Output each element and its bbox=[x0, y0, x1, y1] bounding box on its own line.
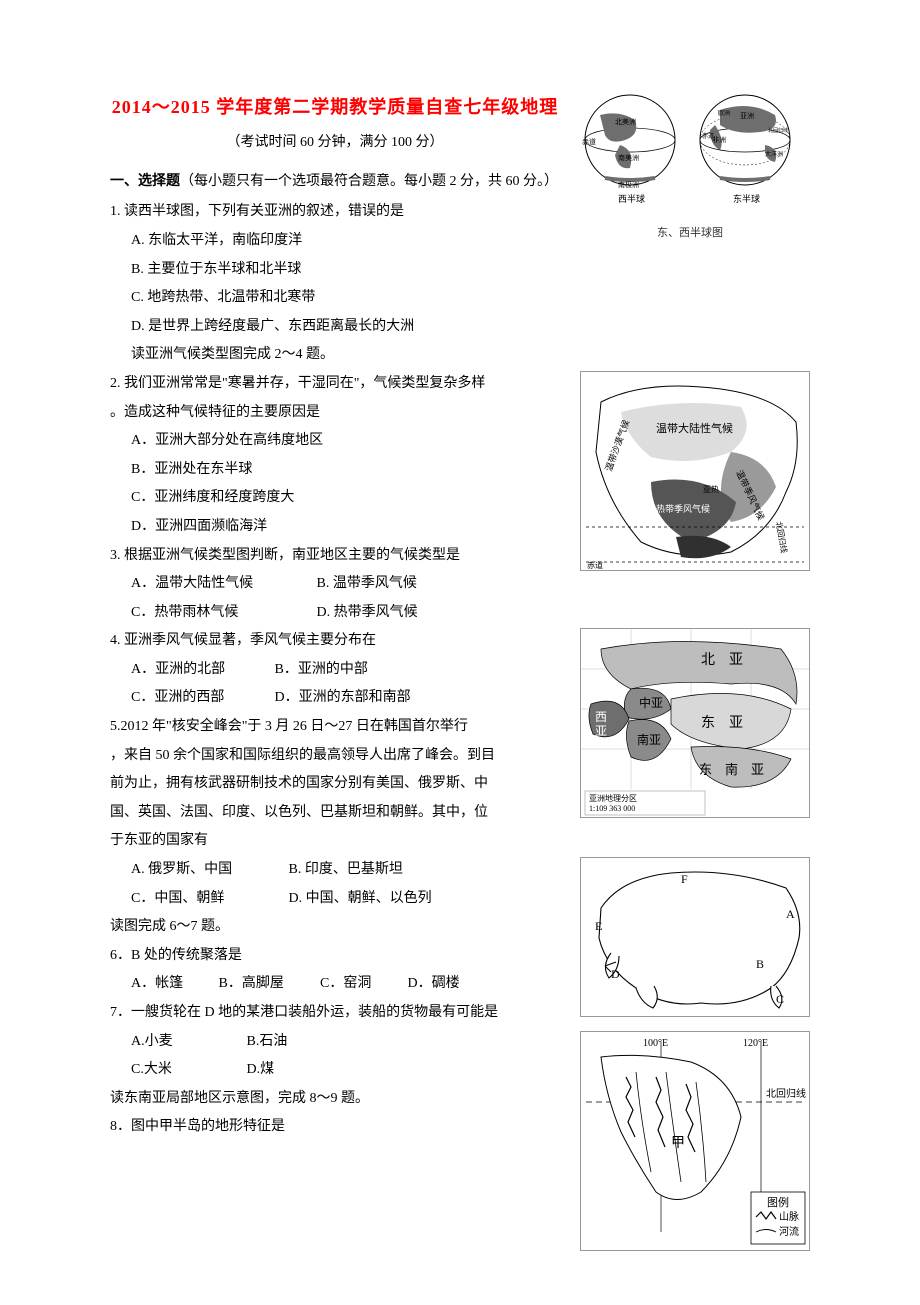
svg-text:非洲: 非洲 bbox=[712, 135, 726, 144]
q3-c: C．热带雨林气候 bbox=[131, 600, 313, 627]
svg-text:欧洲: 欧洲 bbox=[718, 109, 730, 117]
svg-text:北 亚: 北 亚 bbox=[701, 652, 743, 668]
q4-a: A．亚洲的北部 bbox=[131, 657, 271, 684]
figure-hemispheres: 北美洲 赤道 南美洲 南极洲 亚洲 欧洲 非洲 大洋洲 赤道 北回归线 西半球 … bbox=[570, 90, 810, 243]
svg-text:D: D bbox=[611, 967, 620, 981]
svg-text:北回归线: 北回归线 bbox=[766, 1087, 806, 1100]
q5-b: B. 印度、巴基斯坦 bbox=[289, 862, 403, 877]
q4-d: D．亚洲的东部和南部 bbox=[275, 690, 411, 705]
svg-text:山脉: 山脉 bbox=[779, 1210, 799, 1223]
svg-text:E: E bbox=[595, 919, 602, 933]
figure-asia-regions: 北 亚 中亚 西 亚 南亚 东 亚 东 南 亚 亚洲地理分区 1:109 363… bbox=[580, 628, 810, 818]
svg-text:南美洲: 南美洲 bbox=[618, 153, 639, 162]
q7-d: D.煤 bbox=[247, 1062, 275, 1077]
q3-b: B. 温带季风气候 bbox=[317, 576, 417, 591]
svg-text:亚洲: 亚洲 bbox=[740, 112, 754, 120]
q1-b: B. 主要位于东半球和北半球 bbox=[110, 257, 810, 284]
svg-text:F: F bbox=[681, 872, 688, 886]
svg-text:北回归线: 北回归线 bbox=[774, 521, 789, 554]
q6-d: D．碉楼 bbox=[408, 976, 460, 991]
svg-text:图例: 图例 bbox=[767, 1195, 789, 1209]
svg-text:1:109 363 000: 1:109 363 000 bbox=[589, 804, 635, 813]
svg-text:热带季风气候: 热带季风气候 bbox=[656, 503, 710, 514]
q6-b: B．高脚屋 bbox=[219, 971, 317, 998]
svg-text:100°E: 100°E bbox=[643, 1038, 668, 1049]
figure-asia-outline: A B C D E F bbox=[580, 857, 810, 1017]
q3-a: A．温带大陆性气候 bbox=[131, 571, 313, 598]
q7-c: C.大米 bbox=[131, 1057, 243, 1084]
q6-c: C．窑洞 bbox=[320, 971, 404, 998]
svg-text:东 亚: 东 亚 bbox=[701, 715, 743, 731]
svg-text:亚洲地理分区: 亚洲地理分区 bbox=[589, 793, 637, 803]
svg-text:东半球: 东半球 bbox=[733, 193, 760, 204]
q7-a: A.小麦 bbox=[131, 1029, 243, 1056]
svg-text:亚热: 亚热 bbox=[703, 484, 719, 494]
section-1-label: 一、选择题 bbox=[110, 174, 180, 189]
q3-d: D. 热带季风气候 bbox=[317, 605, 418, 620]
svg-text:赤道: 赤道 bbox=[582, 137, 596, 146]
q5-c: C．中国、朝鲜 bbox=[131, 886, 285, 913]
svg-text:北回归线: 北回归线 bbox=[768, 127, 788, 134]
svg-text:南极洲: 南极洲 bbox=[618, 180, 639, 189]
figure-asia-climate: 温带大陆性气候 温带季风气候 热带季风气候 亚热 温带沙漠气候 北回归线 赤道 bbox=[580, 371, 810, 571]
q7-b: B.石油 bbox=[247, 1034, 288, 1049]
svg-text:温带大陆性气候: 温带大陆性气候 bbox=[656, 421, 733, 435]
q6-a: A．帐篷 bbox=[131, 971, 215, 998]
svg-text:120°E: 120°E bbox=[743, 1038, 768, 1049]
svg-text:B: B bbox=[756, 957, 764, 971]
svg-text:中亚: 中亚 bbox=[639, 695, 663, 710]
q3-row1: A．温带大陆性气候 B. 温带季风气候 bbox=[110, 571, 810, 598]
svg-text:西半球: 西半球 bbox=[618, 193, 645, 204]
svg-text:南亚: 南亚 bbox=[637, 732, 661, 747]
section-1-desc: （每小题只有一个选项最符合题意。每小题 2 分，共 60 分。） bbox=[180, 174, 558, 189]
svg-text:河流: 河流 bbox=[779, 1225, 799, 1238]
svg-text:北美洲: 北美洲 bbox=[615, 117, 636, 126]
svg-text:赤道: 赤道 bbox=[587, 560, 603, 570]
q5-stem5: 于东亚的国家有 bbox=[110, 828, 810, 855]
figure-sea-asia: 100°E 120°E 北回归线 甲 图例 山脉 河流 bbox=[580, 1031, 810, 1251]
q1-tail: 读亚洲气候类型图完成 2～4 题。 bbox=[110, 342, 810, 369]
q3-row2: C．热带雨林气候 D. 热带季风气候 bbox=[110, 600, 810, 627]
fig-hemispheres-caption: 东、西半球图 bbox=[570, 223, 810, 244]
q4-b: B．亚洲的中部 bbox=[275, 662, 368, 677]
q5-a: A. 俄罗斯、中国 bbox=[131, 857, 285, 884]
q1-d: D. 是世界上跨经度最广、东西距离最长的大洲 bbox=[110, 314, 810, 341]
svg-text:大洋洲: 大洋洲 bbox=[765, 150, 783, 158]
svg-text:C: C bbox=[776, 992, 784, 1006]
q4-c: C．亚洲的西部 bbox=[131, 685, 271, 712]
svg-text:东 南 亚: 东 南 亚 bbox=[699, 762, 764, 777]
svg-text:A: A bbox=[786, 907, 795, 921]
svg-text:赤道: 赤道 bbox=[702, 132, 714, 140]
svg-text:甲: 甲 bbox=[671, 1136, 685, 1151]
q5-d: D. 中国、朝鲜、以色列 bbox=[289, 891, 432, 906]
q1-c: C. 地跨热带、北温带和北寒带 bbox=[110, 285, 810, 312]
svg-text:亚: 亚 bbox=[595, 724, 607, 738]
svg-text:西: 西 bbox=[595, 710, 607, 724]
